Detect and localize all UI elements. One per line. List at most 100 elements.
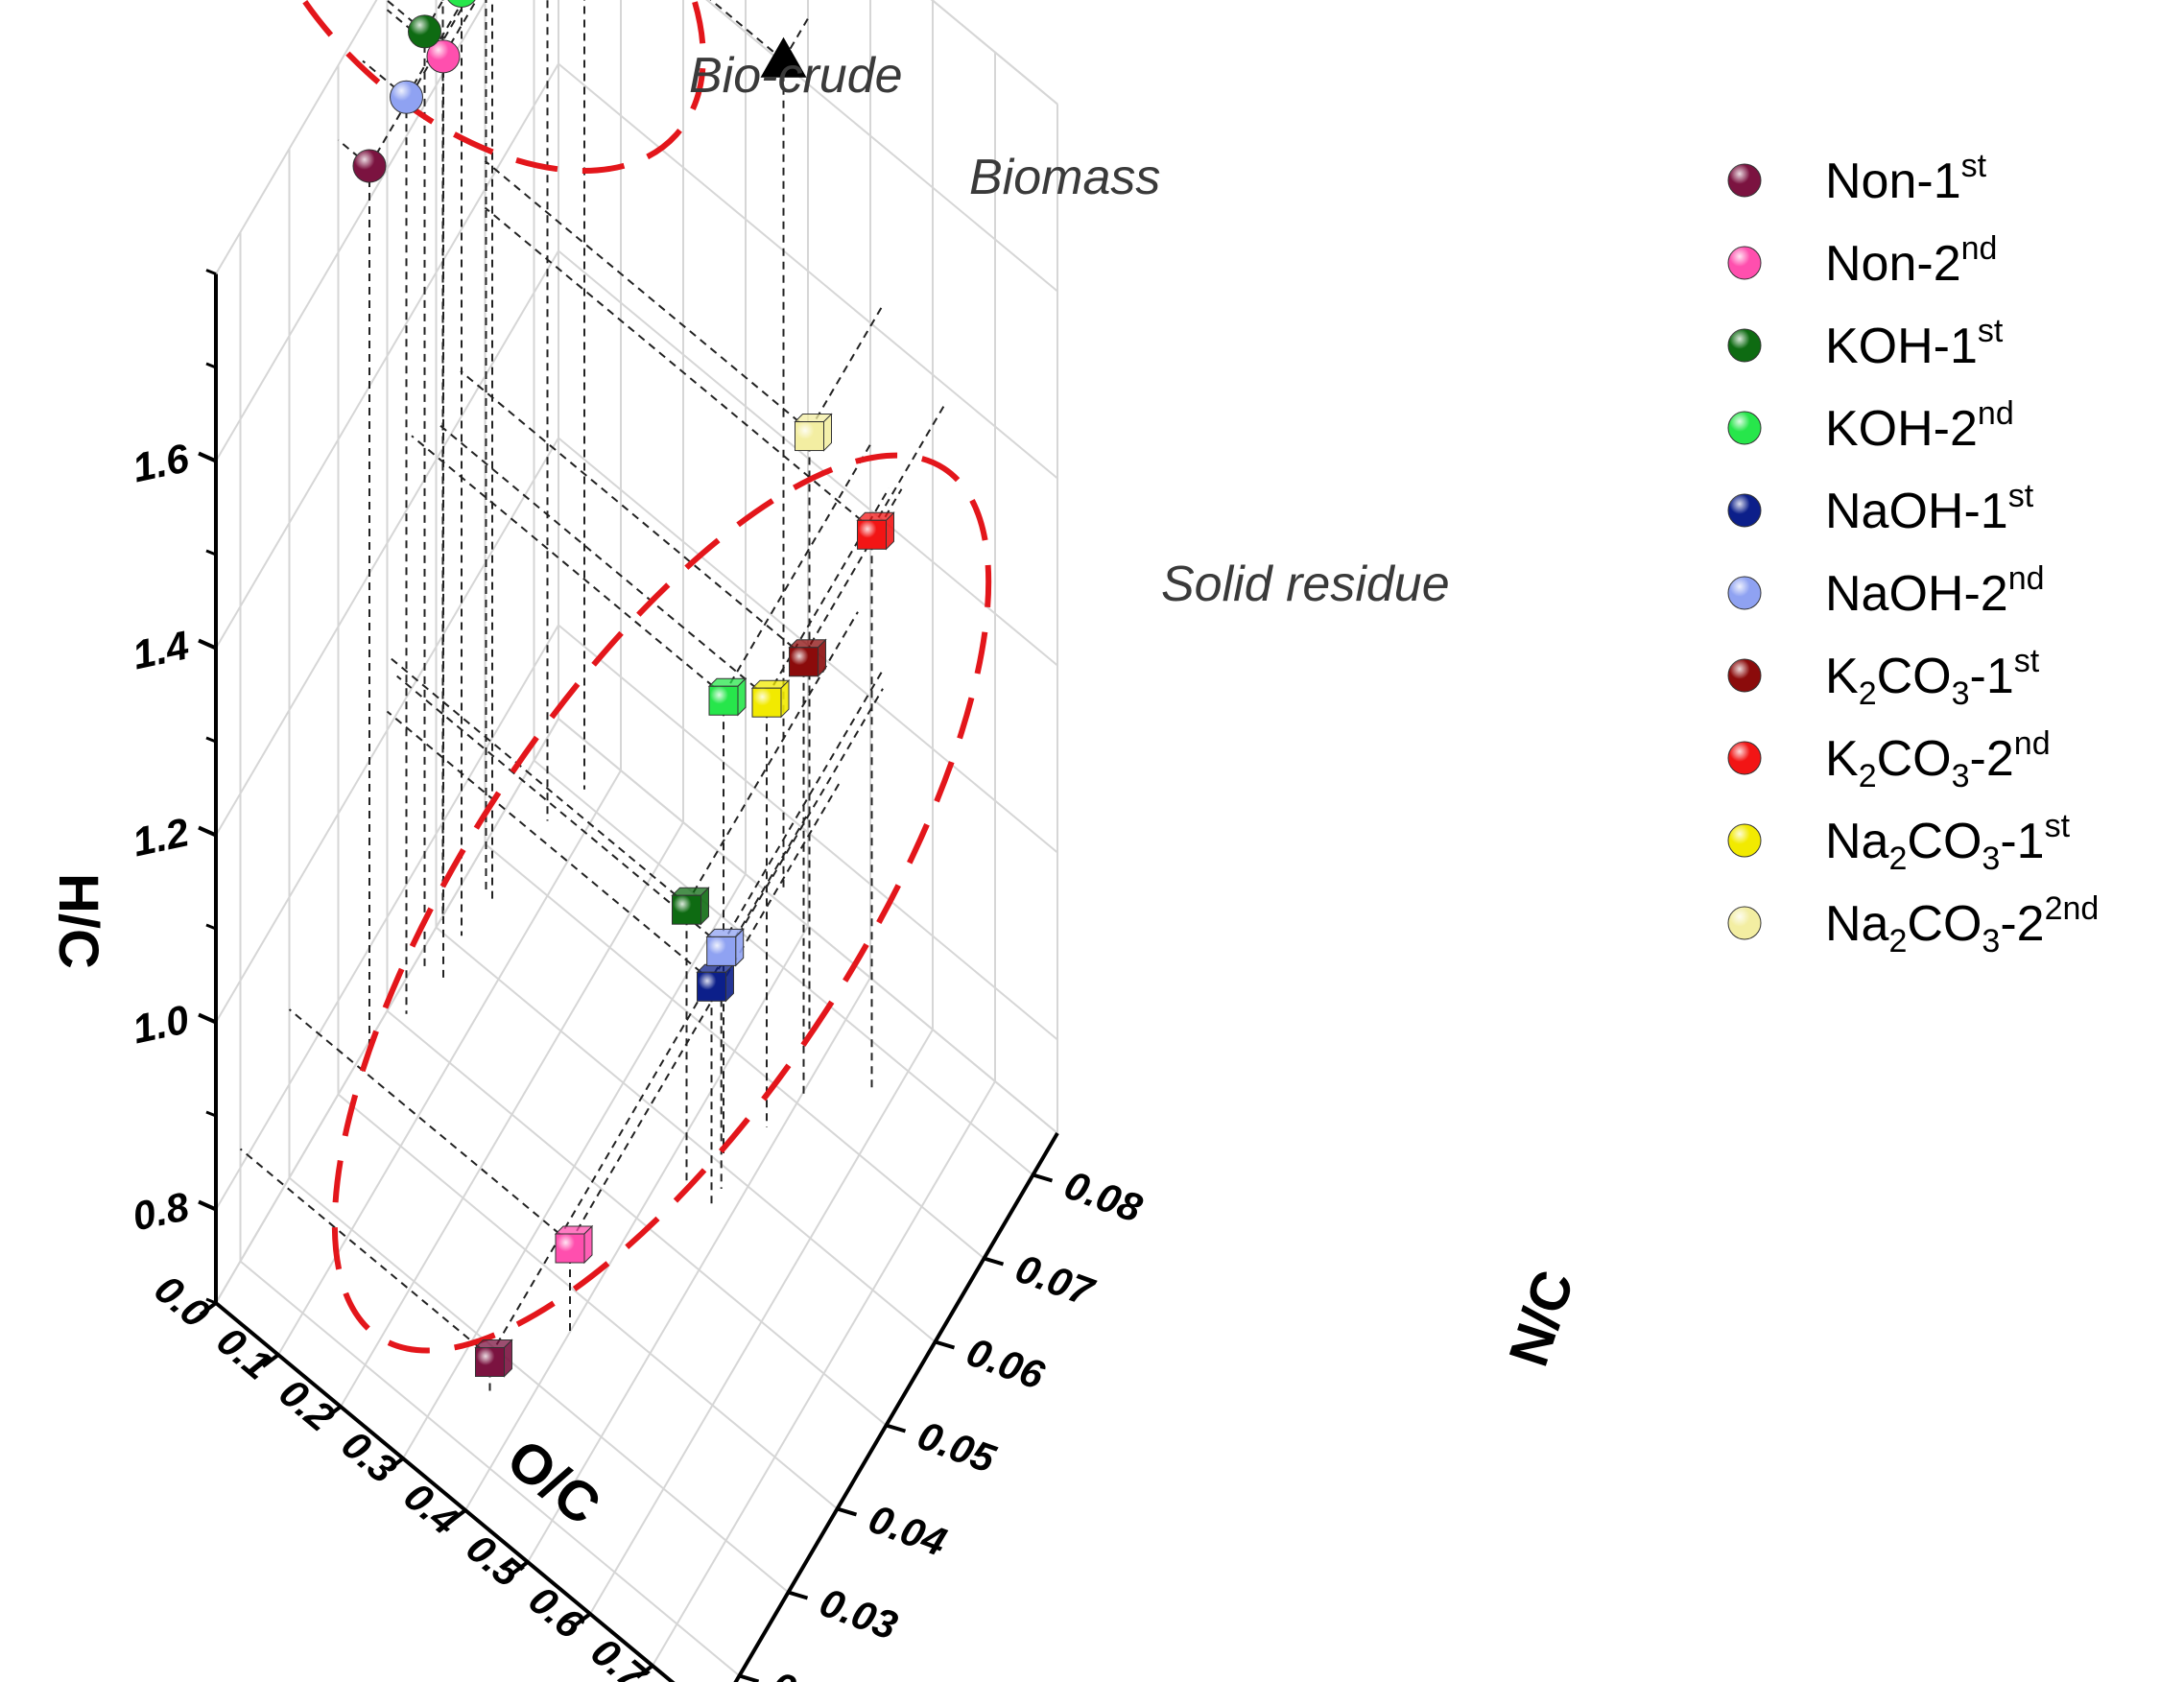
- oc-tick-label: 0.1: [208, 1317, 280, 1388]
- drop-line-to-backwall: [782, 17, 809, 61]
- drop-line-to-oc-wall: [709, 0, 785, 61]
- oc-tick: [510, 1560, 530, 1575]
- legend-entry: KOH-2nd: [1727, 395, 2014, 457]
- oc-tick: [386, 1457, 405, 1472]
- nc-tick: [983, 1256, 1005, 1267]
- legend-label: Na2CO3-1st: [1825, 808, 2071, 877]
- nc-tick: [836, 1506, 858, 1517]
- hc-axis-title: H/C: [47, 873, 109, 969]
- oc-tick: [199, 1301, 218, 1316]
- drop-line-to-oc-wall: [386, 654, 688, 905]
- biomass-annotation: Biomass: [969, 150, 1160, 205]
- sidewall-gridline: [215, 0, 378, 275]
- cluster-outline-layer: [248, 0, 992, 1354]
- nc-tick-label: 0.03: [814, 1579, 903, 1648]
- marker-layer: [352, 0, 895, 1378]
- legend-label: KOH-2nd: [1825, 395, 2014, 457]
- box-edge: [930, 0, 1058, 106]
- oc-tick-label: 0.5: [458, 1525, 530, 1596]
- drop-line-to-oc-wall: [460, 369, 805, 657]
- drop-line-to-backwall: [488, 813, 809, 1358]
- hc-minor-tick: [205, 1110, 217, 1118]
- hc-minor-tick: [205, 362, 217, 369]
- drop-line-to-backwall: [685, 611, 859, 905]
- drop-line-to-oc-wall: [288, 1008, 571, 1244]
- legend-entry: NaOH-2nd: [1727, 560, 2045, 622]
- hc-minor-tick: [205, 736, 217, 744]
- hc-minor-tick: [205, 1204, 217, 1211]
- drop-line-to-oc-wall: [435, 421, 768, 698]
- nc-tick-label: 0.06: [961, 1329, 1050, 1398]
- sphere-highlight: [390, 81, 423, 114]
- hc-tick-label: 1.4: [129, 622, 193, 677]
- drop-line-to-oc-wall: [396, 675, 723, 947]
- sphere-highlight: [447, 0, 476, 8]
- drop-line-to-oc-wall: [362, 59, 408, 99]
- hc-minor-tick: [205, 643, 217, 650]
- drop-line-to-backwall: [423, 0, 444, 33]
- legend: Non-1st Non-2nd KOH-1st KOH-2nd NaOH-1st NaOH…: [1727, 148, 2099, 959]
- oc-axis-title: O/C: [495, 1427, 611, 1537]
- solid-cube-Na2CO3-1st: [750, 678, 791, 719]
- solid-cube-Non-2nd: [554, 1224, 594, 1265]
- legend-entry: KOH-1st: [1727, 313, 2004, 374]
- solid-cube-KOH-1st: [671, 886, 710, 926]
- legend-label: KOH-1st: [1825, 313, 2004, 374]
- nc-tick-label: 0.07: [1009, 1245, 1100, 1315]
- oc-tick: [323, 1405, 343, 1420]
- drop-line-to-oc-wall: [386, 710, 713, 983]
- solid-cube-Na2CO3-2nd: [794, 413, 833, 452]
- biomass-triangle: [760, 36, 807, 78]
- drop-line-to-backwall: [808, 304, 884, 432]
- drop-line-to-backwall: [442, 0, 478, 58]
- legend-entry: K2CO3-2nd: [1727, 725, 2051, 794]
- drop-line-to-backwall: [870, 403, 946, 530]
- hc-tick-label: 1.6: [129, 435, 194, 490]
- drop-line-to-oc-wall: [411, 435, 724, 697]
- legend-entry: Na2CO3-22nd: [1727, 890, 2099, 959]
- hc-minor-tick: [205, 830, 217, 837]
- legend-label: K2CO3-1st: [1825, 643, 2040, 712]
- oc-tick-label: 0.4: [395, 1473, 467, 1544]
- solid-cube-K2CO3-2nd: [856, 511, 895, 551]
- sidewall-gridline: [215, 62, 559, 650]
- nc-tick: [1032, 1173, 1054, 1183]
- legend-label: Non-1st: [1825, 148, 1987, 209]
- legend-entry: K2CO3-1st: [1727, 643, 2040, 712]
- oc-tick-label: 0.2: [271, 1369, 343, 1440]
- hc-tick-label: 1.2: [129, 809, 193, 865]
- oc-tick-label: 0.7: [582, 1628, 655, 1682]
- oc-tick: [261, 1353, 280, 1368]
- legend-entry: Na2CO3-1st: [1727, 808, 2071, 877]
- oc-axis-line: [214, 1301, 676, 1682]
- floor-gridline: [337, 1093, 839, 1510]
- hc-minor-tick: [205, 1297, 217, 1305]
- hc-minor-tick: [205, 923, 217, 931]
- legend-label: NaOH-2nd: [1825, 560, 2045, 622]
- legend-entry: NaOH-1st: [1727, 478, 2034, 539]
- oc-tick-label: 0.0: [146, 1266, 218, 1337]
- nc-axis-title: N/C: [1497, 1263, 1586, 1373]
- nc-tick: [885, 1423, 907, 1433]
- biocrude-annotation: Bio-crude: [689, 48, 903, 104]
- legend-entry: Non-1st: [1727, 148, 1987, 209]
- drop-line-to-oc-wall: [386, 0, 426, 33]
- nc-tick-label: 0.04: [863, 1496, 952, 1565]
- backwall-gridline: [558, 624, 1058, 1041]
- drop-line-to-backwall: [723, 443, 871, 696]
- sidewall-gridline: [215, 624, 559, 1211]
- nc-tick: [787, 1590, 809, 1600]
- hc-minor-tick: [205, 456, 217, 462]
- nc-tick-label: 0.08: [1058, 1162, 1148, 1231]
- solid-cube-Non-1st: [474, 1338, 513, 1378]
- legend-label: NaOH-1st: [1825, 478, 2034, 539]
- sphere-highlight: [408, 14, 441, 48]
- sidewall-gridline: [215, 0, 487, 462]
- hc-tick-label: 1.0: [129, 996, 193, 1052]
- sidewall-gridline: [215, 718, 559, 1304]
- drop-line-to-oc-wall: [386, 9, 444, 58]
- floor-gridline: [386, 1009, 888, 1427]
- backwall-gridline: [558, 62, 1058, 480]
- hc-minor-tick: [205, 269, 217, 275]
- oc-tick: [448, 1508, 467, 1524]
